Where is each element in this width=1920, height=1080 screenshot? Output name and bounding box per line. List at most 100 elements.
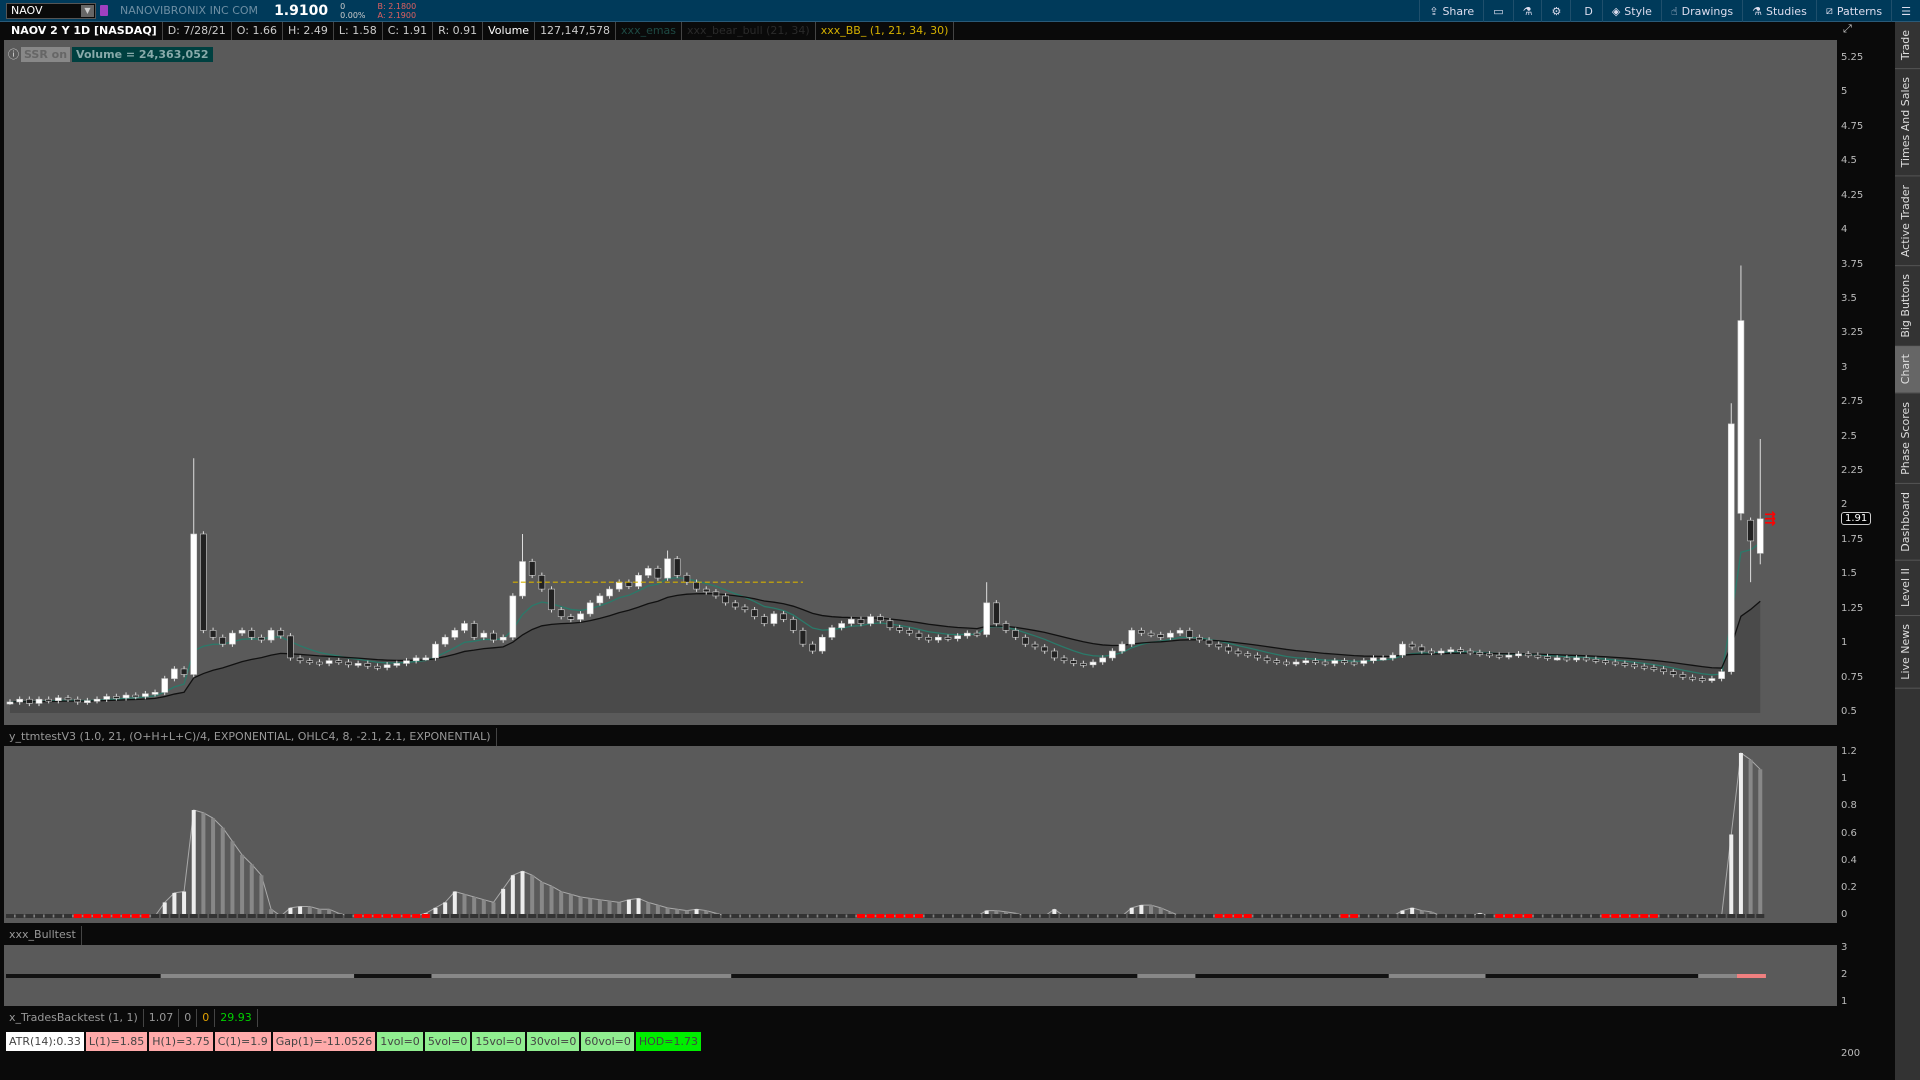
bulltest-segment xyxy=(731,974,1138,978)
candle xyxy=(354,660,362,668)
candle-body xyxy=(1621,663,1629,666)
momentum-bar xyxy=(1419,910,1424,916)
candle-body xyxy=(277,630,285,637)
study-bear-bull[interactable]: xxx_bear_bull (21, 34) xyxy=(682,22,816,40)
candle xyxy=(1360,657,1368,667)
squeeze-dot xyxy=(499,914,508,918)
candle-body xyxy=(1689,676,1696,680)
backtest-v3: 0 xyxy=(197,1009,216,1027)
price-axis[interactable]: ⤢ 5.25 5 4.75 4.5 4.25 4 3.75 3.5 3.25 3 2.75 2.5 2.… xyxy=(1837,22,1895,1080)
squeeze-dot xyxy=(1495,914,1504,918)
sidebar-tab-live-news[interactable]: Live News xyxy=(1895,616,1920,689)
patterns-button[interactable]: ⧄ Patterns xyxy=(1815,0,1891,22)
price-tick: 3.25 xyxy=(1841,327,1864,339)
candle-body xyxy=(1031,643,1039,648)
squeeze-dot xyxy=(1002,914,1011,918)
sidebar-tab-active-trader[interactable]: Active Trader xyxy=(1895,176,1920,266)
study-emas[interactable]: xxx_emas xyxy=(616,22,683,40)
gear-button[interactable]: ⚙ xyxy=(1541,0,1570,22)
candle-body xyxy=(161,678,169,693)
style-button[interactable]: ◈ Style xyxy=(1601,0,1661,22)
candle xyxy=(1524,651,1532,658)
candle xyxy=(93,696,101,704)
squeeze-dot xyxy=(1359,914,1368,918)
auto-scale-icon[interactable]: ⤢ xyxy=(1843,22,1852,35)
candle-body xyxy=(1505,654,1513,658)
candle xyxy=(838,620,845,631)
squeeze-dot xyxy=(1582,914,1591,918)
sidebar-tab-times-and-sales[interactable]: Times And Sales xyxy=(1895,69,1920,177)
momentum-bar xyxy=(327,909,332,916)
study-title[interactable]: xxx_Bulltest xyxy=(4,926,82,945)
momentum-bar xyxy=(501,888,506,916)
squeeze-dot xyxy=(963,914,972,918)
squeeze-dot xyxy=(760,914,769,918)
candle-body xyxy=(1544,656,1551,659)
candle xyxy=(1089,659,1097,668)
candle-body xyxy=(1592,659,1600,662)
squeeze-dot xyxy=(769,914,778,918)
bulltest-pane[interactable] xyxy=(4,945,1837,1006)
study-label: HOD=1.73 xyxy=(635,1032,701,1051)
candle xyxy=(296,655,304,664)
bulltest-segment xyxy=(160,974,355,978)
candle xyxy=(1457,646,1464,654)
squeeze-dot xyxy=(218,914,227,918)
momentum-bar xyxy=(191,810,196,916)
candle-body xyxy=(1553,657,1561,661)
candle xyxy=(374,663,381,671)
alert-button[interactable]: ▭ xyxy=(1483,0,1512,22)
candle xyxy=(789,616,797,634)
symbol-input[interactable]: NAOV ▼ xyxy=(6,2,96,19)
candle xyxy=(461,620,468,634)
candle-body xyxy=(393,663,401,666)
candle xyxy=(248,627,256,641)
candle xyxy=(1408,641,1416,650)
backtest-title[interactable]: x_TradesBacktest (1, 1) xyxy=(4,1009,144,1027)
candle xyxy=(258,634,265,643)
sidebar-tab-big-buttons[interactable]: Big Buttons xyxy=(1895,265,1920,347)
momentum-tick: 0.4 xyxy=(1841,854,1857,866)
momentum-bar xyxy=(530,875,535,916)
candle-body xyxy=(1321,661,1329,665)
link-group-icon[interactable] xyxy=(100,5,108,16)
volume-label[interactable]: Volume xyxy=(483,22,536,40)
flask-button[interactable]: ⚗ xyxy=(1512,0,1542,22)
sidebar-tab-level-ii[interactable]: Level II xyxy=(1895,560,1920,617)
studies-button[interactable]: ⚗ Studies xyxy=(1742,0,1816,22)
candle-body xyxy=(1128,630,1136,645)
candle xyxy=(1737,265,1745,521)
study-bb[interactable]: xxx_BB_ (1, 21, 34, 30) xyxy=(815,22,955,40)
candle xyxy=(1379,655,1387,661)
candle-body xyxy=(1138,630,1145,634)
momentum-bar xyxy=(1149,905,1154,916)
sidebar-tab-trade[interactable]: Trade xyxy=(1895,22,1920,70)
gear-icon: ⚙ xyxy=(1551,4,1562,18)
ttm-pane[interactable] xyxy=(4,746,1837,923)
share-button[interactable]: ⇪ Share xyxy=(1419,0,1483,22)
candle-body xyxy=(809,643,816,652)
candle xyxy=(451,627,459,641)
squeeze-dot xyxy=(876,914,885,918)
sidebar-tab-phase-scores[interactable]: Phase Scores xyxy=(1895,393,1920,484)
candle-body xyxy=(664,558,671,579)
price-chart[interactable]: ⓘ SSR on Volume = 24,363,052 ⇶ xyxy=(4,40,1837,725)
d-button[interactable]: D xyxy=(1570,0,1601,22)
momentum-bar xyxy=(240,854,245,916)
info-icon[interactable]: ⓘ xyxy=(8,48,19,61)
drawings-button[interactable]: ☝ Drawings xyxy=(1660,0,1742,22)
candle-body xyxy=(403,660,410,664)
candle xyxy=(200,531,207,634)
chevron-down-icon[interactable]: ▼ xyxy=(81,4,94,17)
menu-button[interactable]: ☰ xyxy=(1891,0,1920,22)
momentum-bar xyxy=(694,909,699,916)
study-title[interactable]: y_ttmtestV3 (1.0, 21, (O+H+L+C)/4, EXPON… xyxy=(4,728,497,746)
squeeze-dot xyxy=(131,914,140,918)
momentum-tick: 0.6 xyxy=(1841,827,1857,839)
sidebar-tab-dashboard[interactable]: Dashboard xyxy=(1895,483,1920,561)
candle-body xyxy=(1312,660,1319,663)
sidebar-tab-chart[interactable]: Chart xyxy=(1895,346,1920,394)
candle-body xyxy=(896,627,903,631)
price-tick: 5 xyxy=(1841,86,1848,98)
candle xyxy=(480,630,488,641)
